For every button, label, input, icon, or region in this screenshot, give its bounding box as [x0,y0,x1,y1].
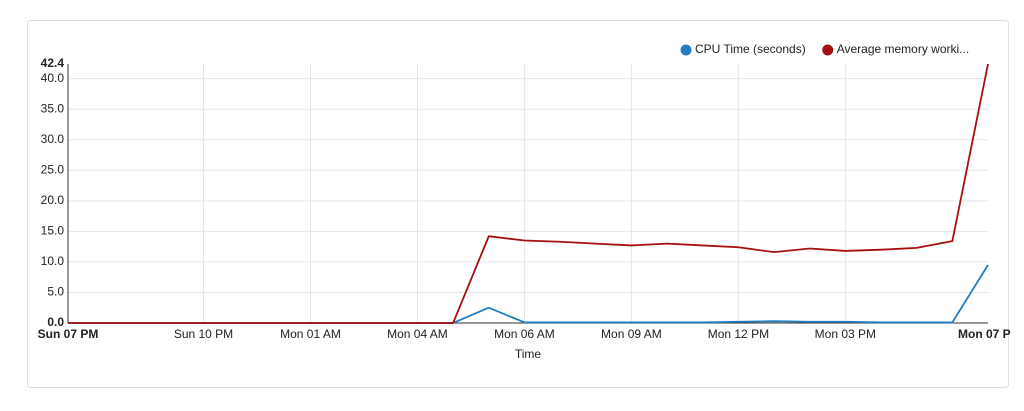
legend-label: CPU Time (seconds) [695,42,806,56]
legend-swatch [822,44,834,56]
x-tick-label: Mon 06 AM [494,327,555,341]
legend-label: Average memory worki... [837,42,970,56]
x-tick-label: Mon 07 P [958,327,1011,341]
y-tick-label: 30.0 [41,132,65,146]
x-axis-title: Time [515,347,542,361]
x-tick-label: Mon 03 PM [815,327,876,341]
y-tick-label: 15.0 [41,224,65,238]
y-tick-label: 42.4 [41,56,65,70]
y-tick-label: 25.0 [41,162,65,176]
y-tick-label: 5.0 [47,285,64,299]
x-tick-label: Mon 12 PM [708,327,769,341]
x-tick-label: Sun 07 PM [38,327,99,341]
x-tick-label: Mon 09 AM [601,327,662,341]
y-tick-label: 10.0 [41,254,65,268]
x-tick-label: Mon 04 AM [387,327,448,341]
y-tick-label: 35.0 [41,101,65,115]
series-line [68,63,989,324]
card [27,20,1009,388]
series-line [68,264,989,324]
y-tick-label: 20.0 [41,193,65,207]
legend-swatch [680,44,692,56]
x-tick-label: Sun 10 PM [174,327,233,341]
y-tick-label: 40.0 [41,71,65,85]
y-tick-label: 0.0 [47,315,64,329]
x-tick-label: Mon 01 AM [280,327,341,341]
